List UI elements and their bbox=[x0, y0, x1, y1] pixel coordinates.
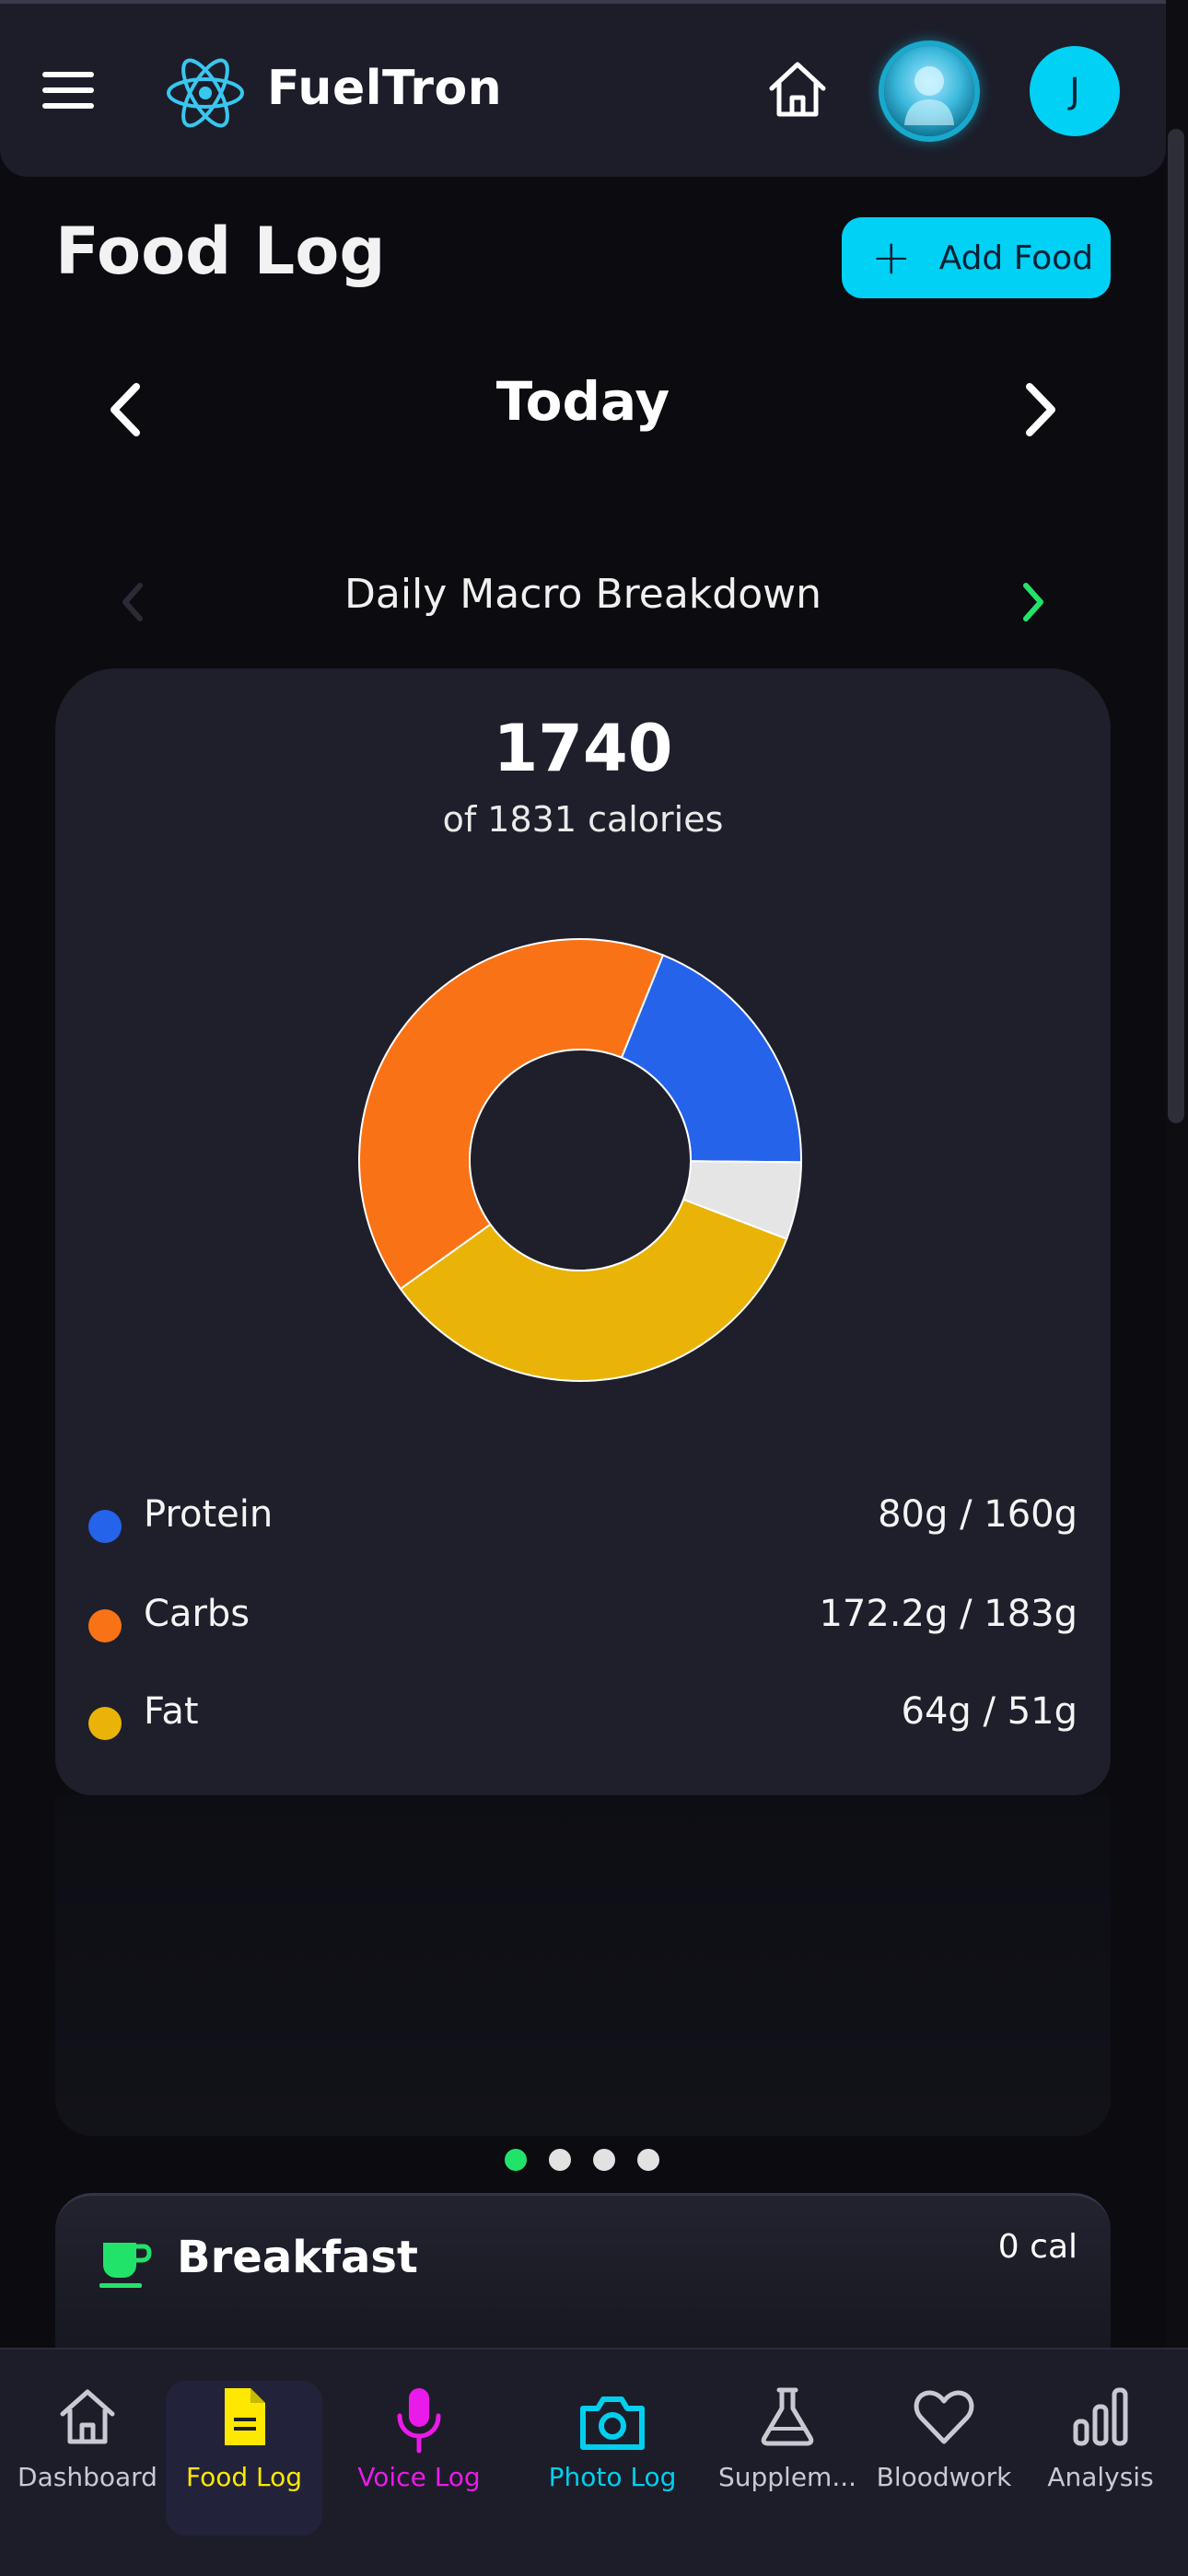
carousel-dot-4[interactable] bbox=[637, 2149, 659, 2171]
fat-dot bbox=[88, 1707, 122, 1740]
carousel-dot-3[interactable] bbox=[593, 2149, 615, 2171]
coffee-cup-icon bbox=[96, 2232, 155, 2291]
nav-food-log[interactable]: Food Log bbox=[166, 2385, 322, 2532]
legend-name: Carbs bbox=[144, 1593, 250, 1635]
nav-analysis[interactable]: Analysis bbox=[1022, 2385, 1179, 2532]
nav-label: Food Log bbox=[185, 2462, 303, 2492]
carousel-pagination bbox=[505, 2149, 689, 2173]
carousel-card-shadow bbox=[55, 1795, 1111, 2136]
page-title: Food Log bbox=[55, 214, 386, 289]
meal-title: Breakfast bbox=[177, 2232, 418, 2283]
camera-icon bbox=[580, 2396, 645, 2450]
meal-calories: 0 cal bbox=[997, 2228, 1077, 2266]
nav-label: Voice Log bbox=[357, 2462, 481, 2492]
scrollbar-thumb[interactable] bbox=[1168, 129, 1184, 1123]
calories-target: of 1831 calories bbox=[442, 799, 724, 840]
legend-value: 80g / 160g bbox=[878, 1493, 1077, 1536]
atom-logo-icon bbox=[166, 53, 245, 133]
carousel-dot-1[interactable] bbox=[505, 2149, 527, 2171]
menu-icon[interactable] bbox=[42, 72, 94, 109]
legend-name: Fat bbox=[144, 1690, 199, 1733]
macro-donut-chart bbox=[358, 938, 802, 1382]
bar-chart-icon bbox=[1073, 2387, 1128, 2446]
nav-supplements[interactable]: Supplem... bbox=[709, 2385, 866, 2532]
legend-value: 64g / 51g bbox=[901, 1690, 1077, 1733]
home-icon[interactable] bbox=[764, 59, 831, 120]
profile-avatar-image[interactable] bbox=[884, 46, 974, 136]
carousel-title: Daily Macro Breakdown bbox=[344, 571, 821, 618]
legend-row-fat: Fat 64g / 51g bbox=[88, 1688, 1077, 1744]
nav-label: Supplem... bbox=[717, 2462, 857, 2492]
carbs-dot bbox=[88, 1609, 122, 1642]
nav-bloodwork[interactable]: Bloodwork bbox=[866, 2385, 1022, 2532]
legend-value: 172.2g / 183g bbox=[819, 1593, 1077, 1635]
legend-row-protein: Protein 80g / 160g bbox=[88, 1491, 1077, 1547]
microphone-icon bbox=[397, 2388, 441, 2454]
calories-consumed: 1740 bbox=[493, 711, 673, 786]
home-icon bbox=[60, 2389, 115, 2444]
document-icon bbox=[225, 2388, 265, 2445]
previous-day-chevron-icon[interactable] bbox=[101, 379, 149, 440]
donut-hole bbox=[469, 1049, 692, 1271]
nav-label: Bloodwork bbox=[876, 2462, 1012, 2492]
nav-dashboard[interactable]: Dashboard bbox=[9, 2385, 166, 2532]
date-label: Today bbox=[495, 370, 670, 433]
flask-icon bbox=[761, 2387, 814, 2446]
nav-label: Dashboard bbox=[17, 2462, 157, 2492]
add-food-button[interactable]: + Add Food bbox=[842, 217, 1111, 298]
plus-icon: + bbox=[871, 230, 912, 285]
brand-name: FuelTron bbox=[267, 61, 503, 116]
carousel-next-chevron-icon[interactable] bbox=[1020, 580, 1048, 624]
add-food-label: Add Food bbox=[938, 238, 1094, 277]
carousel-previous-chevron-icon[interactable] bbox=[118, 580, 146, 624]
legend-row-carbs: Carbs 172.2g / 183g bbox=[88, 1591, 1077, 1646]
legend-name: Protein bbox=[144, 1493, 274, 1536]
carousel-dot-2[interactable] bbox=[549, 2149, 571, 2171]
nav-label: Photo Log bbox=[548, 2462, 677, 2492]
heart-icon bbox=[914, 2390, 974, 2444]
nav-photo-log[interactable]: Photo Log bbox=[534, 2385, 691, 2532]
next-day-chevron-icon[interactable] bbox=[1017, 379, 1065, 440]
user-avatar[interactable]: J bbox=[1030, 46, 1120, 136]
nav-voice-log[interactable]: Voice Log bbox=[341, 2385, 497, 2532]
nav-label: Analysis bbox=[1047, 2462, 1154, 2492]
protein-dot bbox=[88, 1510, 122, 1543]
